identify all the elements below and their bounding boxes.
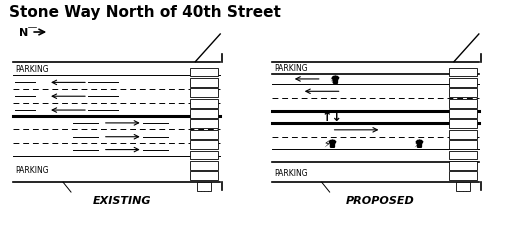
Bar	[191, 89, 218, 98]
Bar	[449, 141, 477, 149]
Bar	[449, 79, 477, 88]
Text: ⚡: ⚡	[413, 138, 419, 148]
Bar	[449, 161, 477, 170]
Bar	[191, 172, 218, 180]
Bar	[191, 130, 218, 139]
Text: ⚡: ⚡	[323, 138, 330, 148]
Text: ♲: ♲	[329, 75, 338, 85]
Text: PARKING: PARKING	[15, 165, 49, 174]
Bar	[449, 120, 477, 129]
Bar	[449, 130, 477, 139]
Bar	[191, 109, 218, 119]
Bar	[456, 182, 470, 191]
Bar	[191, 141, 218, 149]
Bar	[191, 161, 218, 170]
Bar	[191, 79, 218, 88]
Bar	[191, 120, 218, 129]
Bar	[449, 68, 477, 77]
Text: PARKING: PARKING	[274, 168, 308, 177]
Bar	[449, 151, 477, 160]
Bar	[191, 99, 218, 108]
Bar	[197, 182, 211, 191]
Text: N: N	[19, 28, 28, 38]
Bar	[191, 68, 218, 77]
Text: PARKING: PARKING	[15, 65, 49, 74]
Text: PARKING: PARKING	[274, 64, 308, 73]
Bar	[449, 172, 477, 180]
Text: EXISTING: EXISTING	[92, 195, 151, 205]
Bar	[191, 151, 218, 160]
Bar	[449, 89, 477, 98]
Bar	[449, 99, 477, 108]
Text: ↑↓: ↑↓	[321, 111, 342, 124]
Text: PROPOSED: PROPOSED	[346, 195, 415, 205]
Text: Stone Way North of 40th Street: Stone Way North of 40th Street	[9, 5, 281, 20]
Bar	[449, 109, 477, 119]
